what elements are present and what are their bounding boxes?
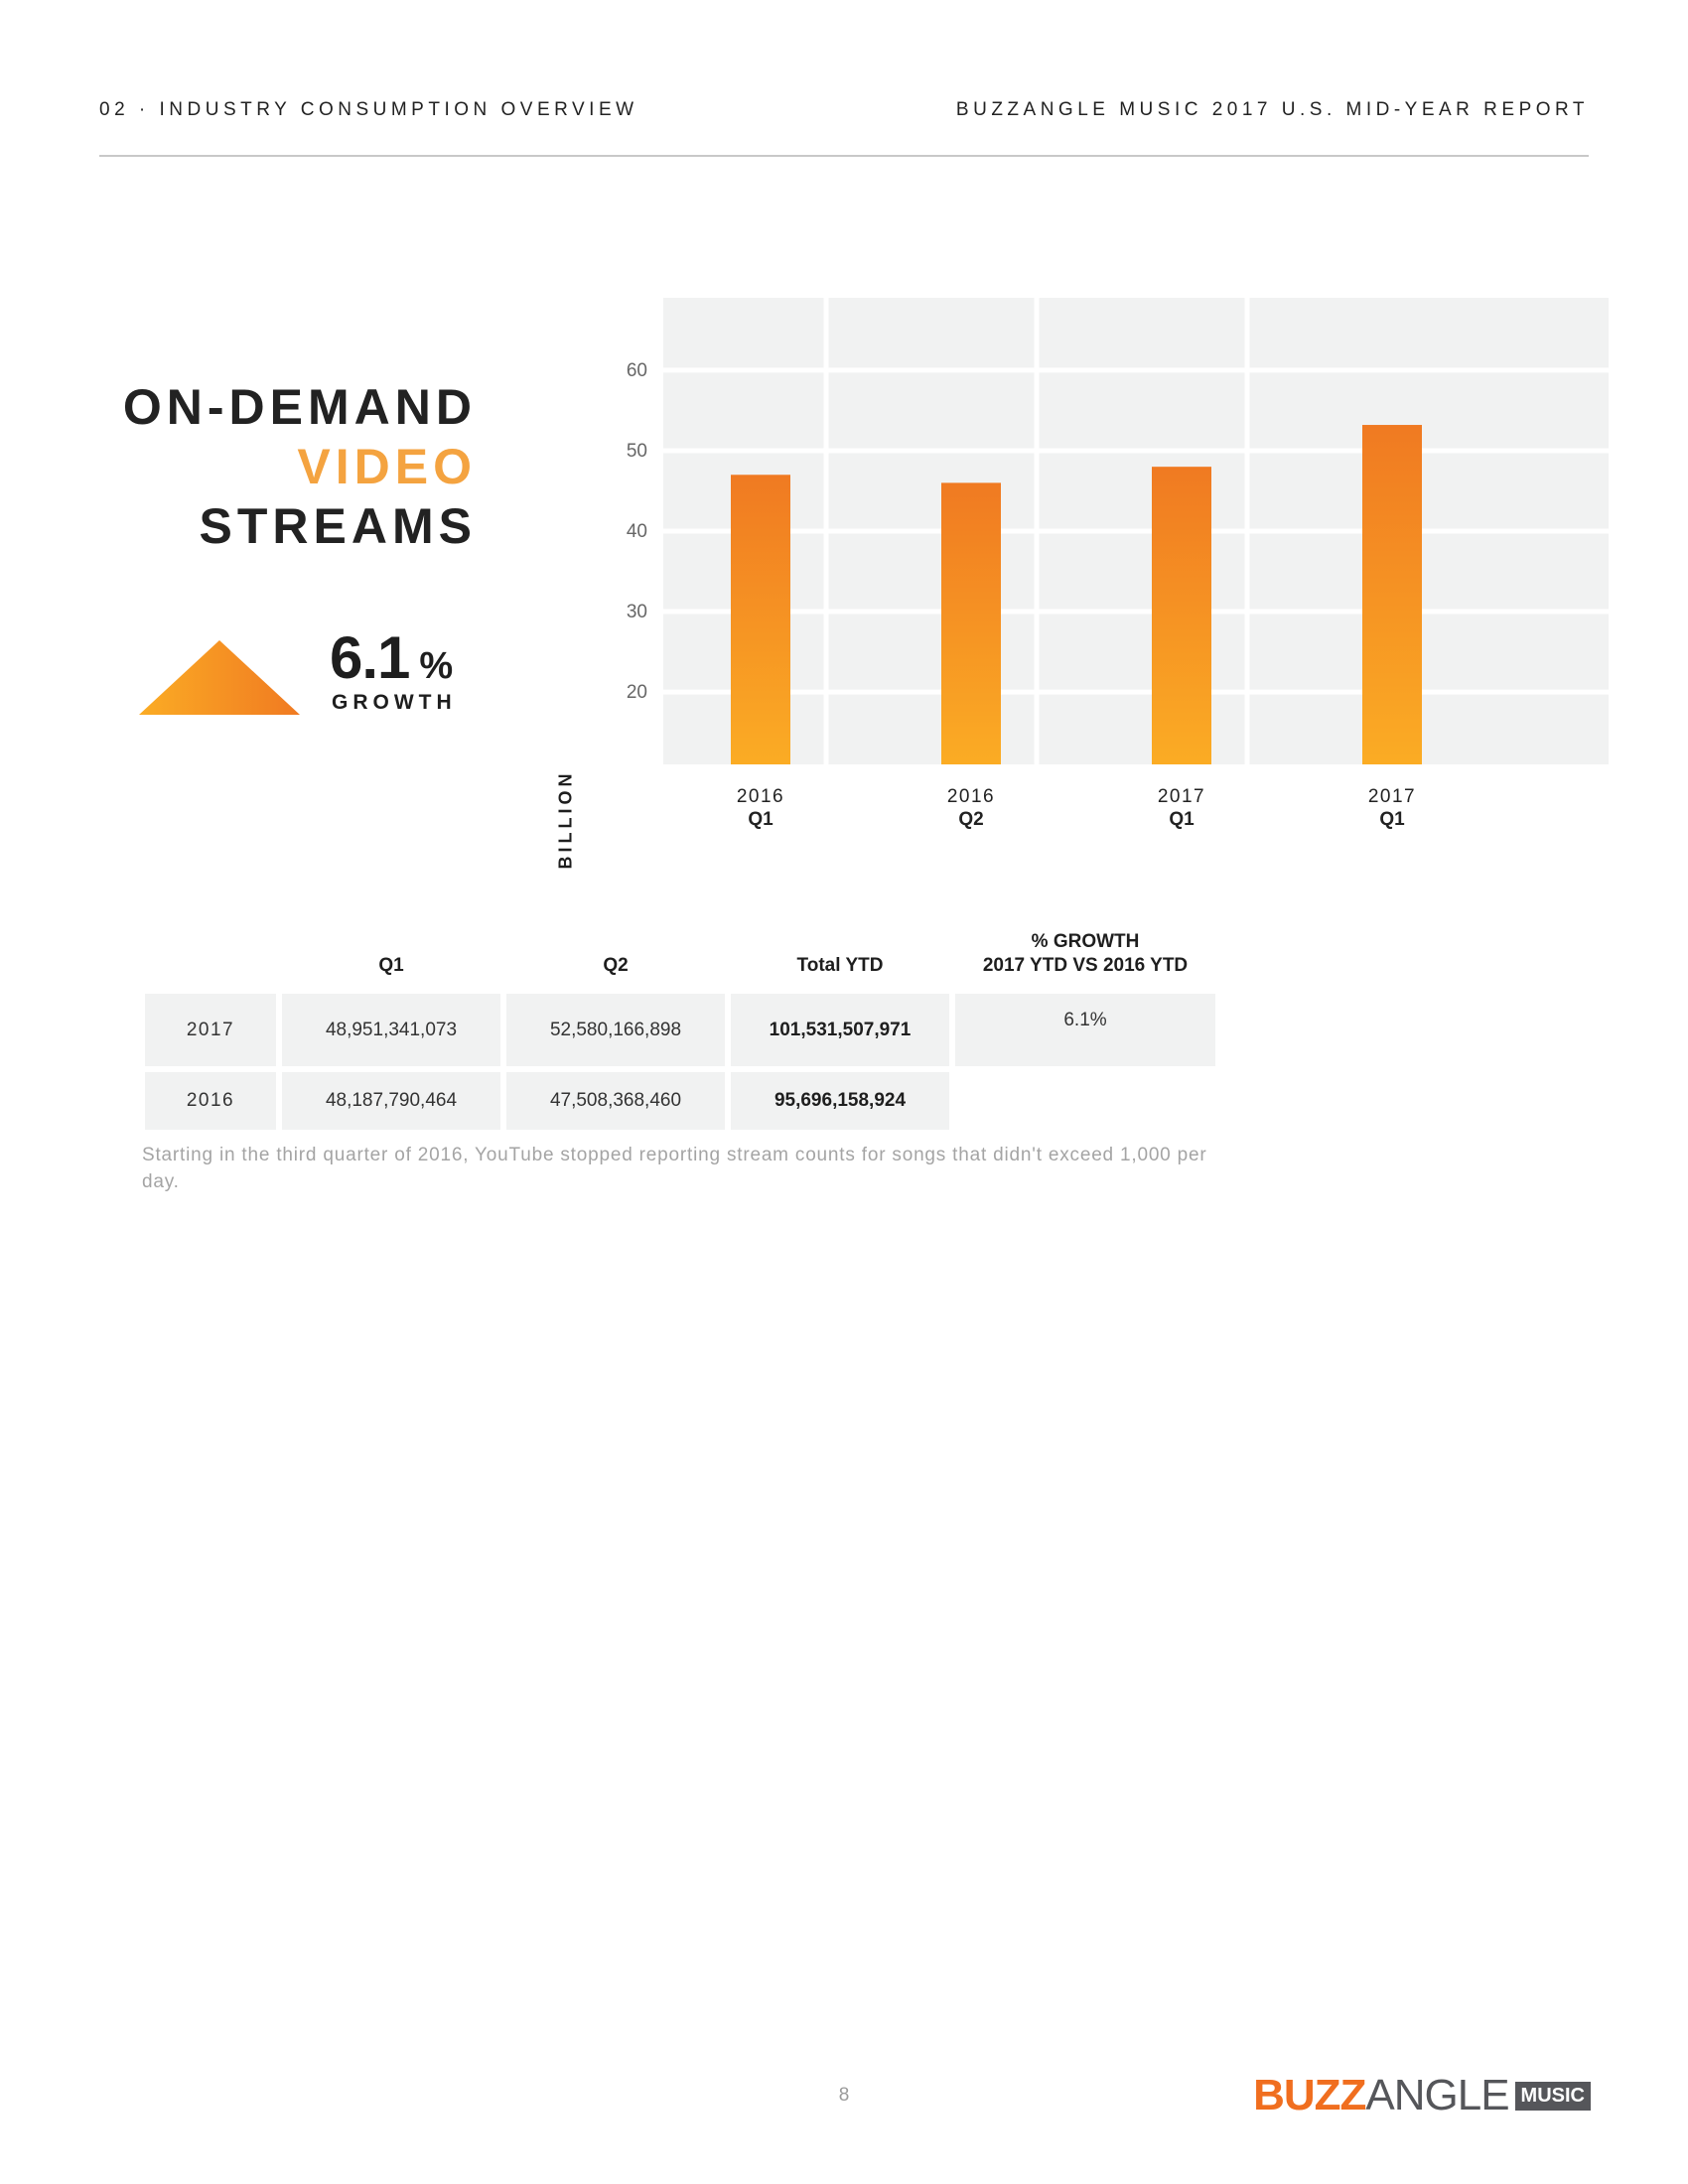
row-growth: 6.1%: [955, 994, 1215, 1066]
table-header-blank: [145, 909, 276, 988]
x-tick-year: 2017: [1158, 786, 1205, 807]
row-total: 95,696,158,924: [731, 1072, 949, 1130]
row-q2: 52,580,166,898: [506, 994, 725, 1066]
x-tick-quarter: Q2: [958, 809, 983, 830]
data-table: Q1 Q2 Total YTD % GROWTH 2017 YTD VS 2016…: [139, 903, 1221, 1136]
growth-triangle-icon: [139, 640, 300, 715]
page-header: 02 · INDUSTRY CONSUMPTION OVERVIEW BUZZA…: [99, 95, 1589, 157]
row-growth-empty: [955, 1072, 1215, 1130]
growth-unit: %: [419, 645, 454, 687]
x-tick-year: 2017: [1368, 786, 1416, 807]
table-header-growth: % GROWTH 2017 YTD VS 2016 YTD: [955, 909, 1215, 988]
table-header-q2: Q2: [603, 955, 629, 976]
bar: [1152, 467, 1211, 764]
x-tick-quarter: Q1: [1169, 809, 1195, 830]
logo-buzz: BUZZ: [1253, 2071, 1366, 2119]
row-total: 101,531,507,971: [731, 994, 949, 1066]
growth-header-line-2: 2017 YTD VS 2016 YTD: [982, 955, 1189, 976]
buzzangle-logo: BUZZ ANGLE MUSIC: [1253, 2071, 1591, 2120]
bar: [941, 482, 1001, 764]
growth-number: 6.1: [330, 624, 410, 691]
heading-line-1: ON-DEMAND: [122, 379, 477, 435]
growth-value: 6.1%: [330, 623, 453, 692]
chart-heading: ON-DEMAND VIDEO STREAMS: [99, 377, 477, 556]
bar-chart: BILLION 20 30 40 50 60 2016 Q1 2016 Q2 2017 Q1 2017…: [556, 288, 1609, 870]
bar: [1362, 425, 1422, 764]
logo-angle: ANGLE: [1365, 2071, 1509, 2119]
table-header-total: Total YTD: [796, 955, 884, 976]
table-header-q1: Q1: [378, 955, 404, 976]
heading-line-2: VIDEO: [297, 439, 477, 494]
table-row: 2017 48,951,341,073 52,580,166,898 101,5…: [145, 994, 1215, 1066]
y-tick-label: 60: [627, 360, 647, 381]
page-number: 8: [838, 2085, 850, 2106]
y-tick-label: 50: [627, 441, 647, 462]
row-q1: 48,951,341,073: [282, 994, 500, 1066]
x-tick-quarter: Q1: [748, 809, 774, 830]
row-q1: 48,187,790,464: [282, 1072, 500, 1130]
x-tick-year: 2016: [947, 786, 995, 807]
logo-music: MUSIC: [1514, 2081, 1591, 2111]
y-tick-label: 30: [627, 602, 647, 622]
report-title: BUZZANGLE MUSIC 2017 U.S. MID-YEAR REPOR…: [955, 99, 1589, 120]
growth-label: GROWTH: [332, 691, 457, 714]
table-row: 2016 48,187,790,464 47,508,368,460 95,69…: [145, 1072, 1215, 1130]
y-tick-label: 20: [627, 682, 647, 703]
x-tick-quarter: Q1: [1379, 809, 1405, 830]
y-tick-label: 40: [627, 521, 647, 542]
growth-header-line-1: % GROWTH: [1031, 931, 1140, 952]
row-year: 2016: [145, 1072, 276, 1130]
footnote: Starting in the third quarter of 2016, Y…: [142, 1145, 1207, 1192]
x-tick-year: 2016: [737, 786, 784, 807]
row-year: 2017: [145, 994, 276, 1066]
row-q2: 47,508,368,460: [506, 1072, 725, 1130]
table-header-row: Q1 Q2 Total YTD % GROWTH 2017 YTD VS 2016…: [145, 909, 1215, 988]
heading-line-3: STREAMS: [199, 498, 477, 554]
section-title: 02 · INDUSTRY CONSUMPTION OVERVIEW: [99, 99, 638, 120]
bar: [731, 475, 790, 764]
